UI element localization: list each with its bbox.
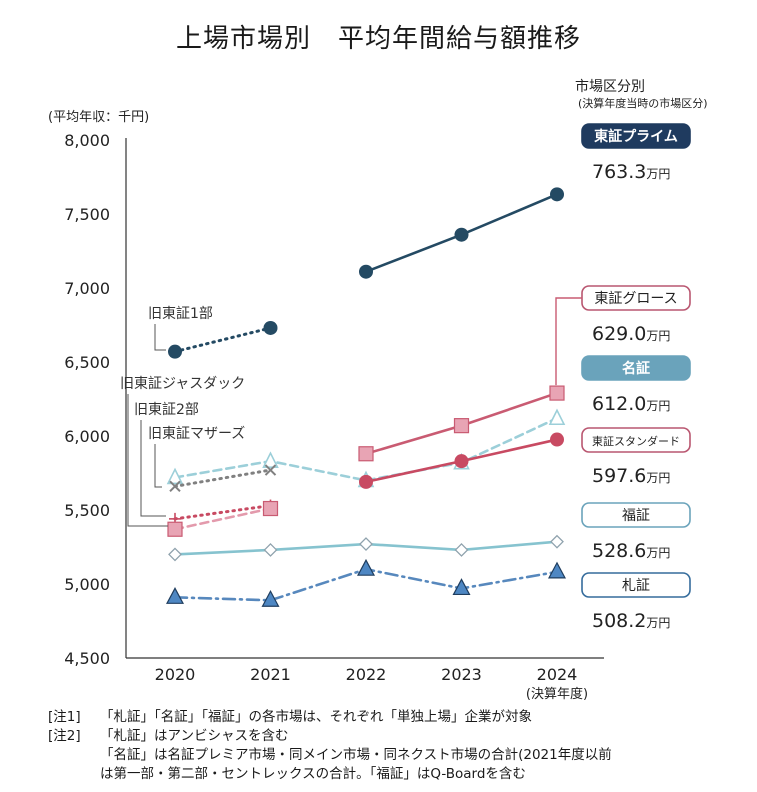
y-tick-label: 5,000	[64, 575, 110, 594]
legend-latest-unit: 万円	[646, 399, 670, 413]
y-tick-label: 5,500	[64, 501, 110, 520]
legend-latest-number: 508.2	[592, 610, 646, 632]
data-point-series-5	[357, 558, 375, 576]
legend-latest-value: 612.0万円	[592, 393, 670, 415]
x-tick-label: 2022	[346, 665, 387, 684]
y-axis-unit-label: (平均年収：千円)	[48, 110, 149, 125]
note-2-continued-1: 「名証」は名証プレミア市場・同メイン市場・同ネクスト市場の合計(2021年度以前	[100, 747, 612, 763]
legend-badge-label: 東証プライム	[594, 128, 678, 145]
chart-svg: (平均年収：千円) 8,000 7,500 7,000 6,500 6,000 5,500 5…	[48, 78, 708, 700]
legend-latest-value: 629.0万円	[592, 323, 670, 345]
legend-latest-value: 597.6万円	[592, 465, 670, 487]
legend-latest-number: 528.6	[592, 540, 646, 562]
x-tick-label: 2023	[441, 665, 482, 684]
data-point-series-4	[454, 543, 469, 557]
data-point-series-1	[358, 446, 374, 462]
footnotes: [注1] 「札証」「名証」「福証」の各市場は、それぞれ「単独上場」企業が対象 […	[48, 708, 612, 784]
data-point-series-4	[168, 547, 182, 562]
legend-badge-label: 名証	[622, 360, 650, 377]
data-point-series-5	[166, 587, 184, 604]
data-point-series-6	[168, 344, 182, 359]
data-point-series-2	[262, 451, 279, 468]
note-2-text: 「札証」はアンビシャスを含む	[100, 728, 289, 744]
legacy-label-connector	[154, 324, 166, 351]
legacy-label-connector	[154, 444, 162, 488]
legend-badge	[581, 123, 691, 149]
note-2-continued-2: は第一部・第二部・セントレックスの合計。「福証」はQ-Boardを含む	[100, 766, 526, 782]
data-point-series-9	[167, 521, 183, 537]
legend-badge	[581, 427, 691, 453]
legend-badge-label: 東証スタンダード	[592, 434, 680, 448]
x-tick-label: 2021	[250, 665, 291, 684]
legend-title: 市場区分別	[575, 78, 645, 95]
legend-latest-number: 629.0	[592, 323, 646, 345]
data-point-series-3	[359, 474, 373, 489]
legacy-series-label: 旧東証1部	[148, 306, 213, 322]
legend-latest-value: 528.6万円	[592, 540, 670, 562]
x-tick-label: 2020	[155, 665, 196, 684]
y-tick-label: 7,500	[64, 205, 110, 224]
note-1-text: 「札証」「名証」「福証」の各市場は、それぞれ「単独上場」企業が対象	[100, 709, 532, 725]
y-tick-label: 4,500	[64, 649, 110, 668]
y-tick-label: 7,000	[64, 279, 110, 298]
legend-latest-value: 763.3万円	[592, 161, 670, 183]
legend-badge-label: 福証	[622, 508, 650, 524]
series-line-7	[173, 504, 272, 521]
chart-title: 上場市場別 平均年間給与額推移	[175, 24, 581, 54]
legacy-series-label: 旧東証2部	[134, 402, 199, 418]
legend-latest-number: 612.0	[592, 393, 646, 415]
legacy-label-connector	[127, 394, 168, 527]
x-tick-label: 2024	[537, 665, 578, 684]
legend-latest-value: 508.2万円	[592, 610, 670, 632]
legend-latest-unit: 万円	[646, 546, 670, 560]
note-1-tag: [注1]	[48, 709, 81, 725]
legend-badge-label: 東証グロース	[594, 291, 677, 307]
data-point-series-9	[262, 500, 279, 517]
legend-badge	[581, 572, 691, 598]
legend-badge	[581, 355, 691, 381]
data-point-series-4	[359, 537, 373, 551]
data-point-series-2	[166, 467, 184, 485]
legacy-series-label: 旧東証ジャスダック	[120, 376, 245, 392]
series-line-8	[173, 468, 272, 488]
series-line-9	[173, 507, 272, 531]
data-point-series-0	[454, 227, 469, 242]
data-point-series-8	[169, 480, 181, 493]
data-point-series-4	[550, 534, 564, 549]
data-point-series-3	[550, 432, 564, 447]
data-point-series-1	[453, 418, 470, 434]
legend-latest-unit: 万円	[646, 329, 670, 343]
note-2-tag: [注2]	[48, 728, 81, 744]
data-point-series-8	[264, 464, 277, 476]
data-point-series-5	[452, 578, 471, 596]
legend-latest-number: 597.6	[592, 465, 646, 487]
y-tick-label: 6,500	[64, 353, 110, 372]
legacy-series-label: 旧東証マザーズ	[148, 426, 245, 442]
note-1: [注1] 「札証」「名証」「福証」の各市場は、それぞれ「単独上場」企業が対象	[48, 708, 612, 727]
series-line-6	[173, 326, 272, 354]
legend-badge	[581, 502, 691, 528]
data-point-series-3	[454, 454, 469, 469]
legend-latest-unit: 万円	[646, 167, 670, 181]
data-point-series-6	[263, 320, 278, 335]
legend-subtitle: (決算年度当時の市場区分)	[578, 96, 708, 110]
growth-badge-connector	[555, 297, 582, 386]
data-point-series-2	[548, 408, 566, 426]
legend-latest-number: 763.3	[592, 161, 646, 183]
data-point-series-0	[550, 187, 564, 202]
data-point-series-5	[261, 590, 280, 607]
legend-latest-unit: 万円	[646, 616, 670, 630]
y-tick-label: 8,000	[64, 131, 110, 150]
y-tick-label: 6,000	[64, 427, 110, 446]
legend-latest-unit: 万円	[646, 471, 670, 485]
data-point-series-1	[549, 385, 565, 401]
x-axis-fiscal-year-note: (決算年度)	[526, 686, 588, 700]
data-point-series-5	[548, 561, 566, 579]
legacy-label-connector	[140, 420, 166, 517]
legend-badge-label: 札証	[622, 578, 650, 594]
note-2: [注2] 「札証」はアンビシャスを含む	[48, 727, 612, 746]
data-point-series-0	[359, 264, 373, 279]
data-point-series-4	[263, 543, 278, 557]
